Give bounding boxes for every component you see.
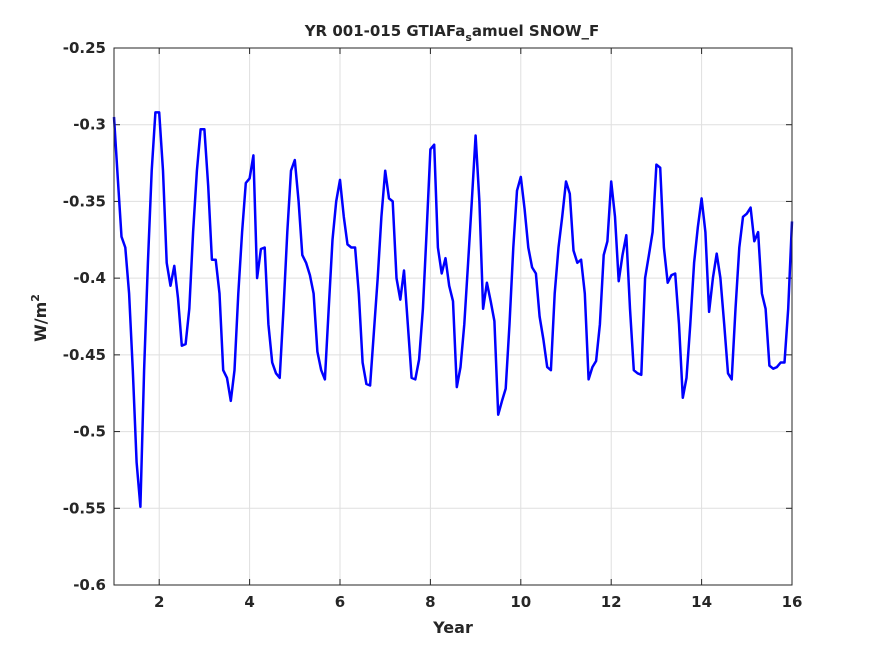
y-tick-label: -0.25	[63, 39, 106, 57]
x-tick-label: 14	[691, 593, 712, 611]
y-tick-labels: -0.6 -0.55 -0.5 -0.45 -0.4 -0.35 -0.3 -0.25	[63, 39, 106, 594]
x-tick-label: 16	[782, 593, 803, 611]
x-tick-label: 2	[154, 593, 164, 611]
x-tick-label: 4	[244, 593, 254, 611]
series-line	[112, 111, 794, 509]
x-tick-label: 10	[510, 593, 531, 611]
y-tick-label: -0.55	[63, 499, 106, 517]
y-tick-label: -0.4	[73, 269, 106, 287]
plot-frame	[113, 47, 793, 586]
chart-title-subscript: s	[465, 31, 472, 44]
y-tick-label: -0.35	[63, 192, 106, 210]
x-tick-labels: 2 4 6 8 10 12 14 16	[154, 593, 802, 611]
x-tick-label: 12	[601, 593, 622, 611]
y-axis-label-main: W/m	[31, 302, 50, 342]
y-axis-label-superscript: 2	[29, 294, 42, 302]
x-tick-label: 6	[335, 593, 345, 611]
x-axis-label: Year	[432, 618, 473, 637]
chart-title: YR 001-015 GTIAFasamuel SNOW_F	[304, 22, 600, 44]
y-axis-label: W/m2	[29, 294, 50, 342]
x-tick-label: 8	[425, 593, 435, 611]
chart-title-main: YR 001-015 GTIAFa	[304, 22, 466, 40]
chart-title-rest: amuel SNOW_F	[472, 22, 599, 40]
y-tick-label: -0.6	[73, 576, 106, 594]
y-tick-label: -0.5	[73, 423, 106, 441]
y-tick-label: -0.45	[63, 346, 106, 364]
y-tick-label: -0.3	[73, 116, 106, 134]
